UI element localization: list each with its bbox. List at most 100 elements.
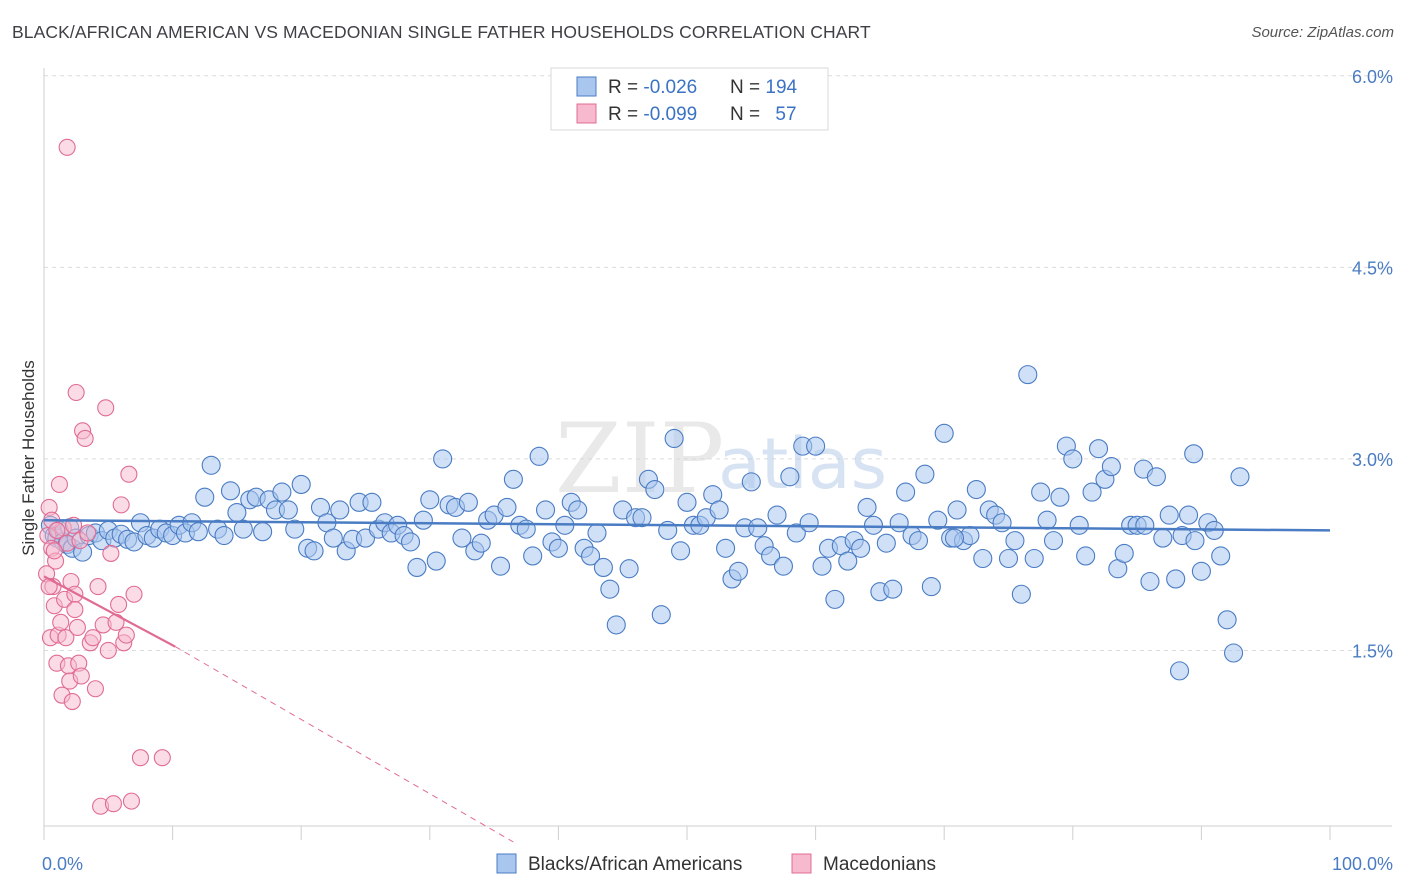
data-point-blacks [728, 561, 748, 581]
data-point-macedonians [89, 578, 107, 596]
data-point-blacks [664, 428, 684, 449]
data-point-blacks [497, 497, 517, 517]
data-point-blacks [1088, 439, 1109, 459]
data-point-blacks [523, 546, 543, 566]
data-point-blacks [857, 497, 877, 517]
tick-labels: 1.5% 3.0% 4.5% 6.0% 0.0% 100.0% [42, 67, 1393, 874]
data-point-blacks [921, 577, 941, 597]
data-point-blacks [1037, 510, 1057, 530]
bottom-legend-label-macedonians: Macedonians [823, 854, 936, 875]
data-point-blacks [587, 523, 607, 543]
data-point-macedonians [58, 138, 76, 156]
data-point-blacks [838, 551, 858, 571]
data-point-blacks [1011, 584, 1031, 604]
data-point-macedonians [125, 585, 143, 603]
data-point-blacks [944, 528, 965, 548]
chart-title: BLACK/AFRICAN AMERICAN VS MACEDONIAN SIN… [12, 22, 871, 42]
data-point-macedonians [97, 399, 115, 417]
watermark-atlas: atlas [718, 423, 887, 505]
data-point-blacks [767, 505, 787, 525]
data-point-blacks [1217, 610, 1237, 630]
data-point-blacks [471, 533, 491, 553]
legend-n-label-1: N = [730, 104, 765, 125]
data-point-blacks [291, 474, 311, 494]
data-point-macedonians [68, 618, 86, 637]
data-point-blacks [1224, 643, 1244, 663]
data-point-blacks [761, 546, 781, 566]
data-point-blacks [1043, 531, 1064, 551]
data-point-blacks [1076, 546, 1096, 566]
data-point-blacks [1184, 444, 1204, 464]
data-point-blacks [278, 500, 298, 520]
data-point-blacks [1050, 487, 1070, 507]
data-point-blacks [1159, 505, 1179, 525]
data-point-blacks [1185, 531, 1205, 551]
data-point-blacks [1063, 449, 1083, 469]
data-point-blacks [548, 538, 568, 558]
data-point-blacks [998, 548, 1019, 569]
legend-r-label-0: R = [608, 77, 643, 98]
data-point-blacks [1031, 482, 1051, 502]
data-point-blacks [748, 518, 768, 538]
svg-text:R = -0.026: R = -0.026 [608, 77, 697, 98]
data-point-blacks [1005, 531, 1025, 551]
y-tick-label: 3.0% [1352, 450, 1393, 470]
data-point-blacks [400, 532, 421, 552]
bottom-legend: Blacks/African Americans Macedonians [496, 853, 936, 875]
series-macedonians-points [38, 138, 171, 815]
x-tick-label-end: 100.0% [1332, 854, 1393, 874]
data-point-blacks [632, 508, 652, 528]
data-point-blacks [1069, 515, 1089, 535]
data-point-blacks [452, 528, 472, 548]
chart-source: Source: ZipAtlas.com [1251, 24, 1394, 41]
data-point-macedonians [153, 749, 171, 767]
series-blacks-points [40, 365, 1250, 681]
data-point-blacks [806, 436, 826, 456]
data-point-blacks [458, 492, 478, 512]
data-point-blacks [195, 487, 215, 507]
svg-text:R = -0.099: R = -0.099 [608, 104, 697, 125]
data-point-blacks [928, 510, 948, 530]
data-point-blacks [253, 522, 273, 542]
y-axis-title: Single Father Households [19, 360, 38, 556]
data-point-macedonians [112, 496, 130, 514]
data-point-macedonians [117, 626, 135, 644]
data-point-macedonians [45, 542, 63, 560]
data-point-blacks [568, 500, 588, 520]
data-point-blacks [420, 490, 440, 510]
data-point-blacks [201, 455, 221, 475]
data-point-macedonians [66, 585, 84, 603]
y-tick-label: 1.5% [1352, 641, 1393, 661]
data-point-macedonians [131, 749, 149, 767]
data-point-macedonians [79, 524, 97, 542]
data-point-macedonians [76, 429, 94, 448]
data-point-blacks [716, 538, 736, 558]
data-point-blacks [966, 479, 986, 500]
data-point-macedonians [66, 601, 84, 619]
data-point-macedonians [86, 680, 104, 698]
data-point-macedonians [84, 629, 102, 647]
data-point-blacks [863, 515, 884, 535]
data-point-blacks [1135, 515, 1155, 535]
data-point-blacks [407, 557, 427, 577]
data-point-blacks [1024, 548, 1044, 569]
data-point-blacks [1018, 365, 1038, 385]
data-point-blacks [1082, 482, 1102, 502]
data-point-blacks [1211, 546, 1231, 566]
data-point-blacks [233, 519, 253, 539]
data-point-blacks [362, 492, 382, 512]
data-point-blacks [671, 541, 691, 561]
data-point-blacks [934, 423, 954, 443]
legend-swatch-blue [576, 76, 597, 97]
data-point-macedonians [72, 667, 90, 685]
data-point-blacks [973, 548, 993, 569]
data-point-blacks [535, 500, 556, 520]
data-point-blacks [915, 464, 935, 484]
legend-n-value-1: 57 [775, 104, 796, 125]
data-point-blacks [503, 469, 523, 489]
legend-r-value-1: -0.099 [643, 104, 697, 125]
svg-text:N = 57: N = 57 [730, 104, 797, 125]
data-point-blacks [741, 472, 761, 492]
data-point-macedonians [57, 629, 75, 647]
